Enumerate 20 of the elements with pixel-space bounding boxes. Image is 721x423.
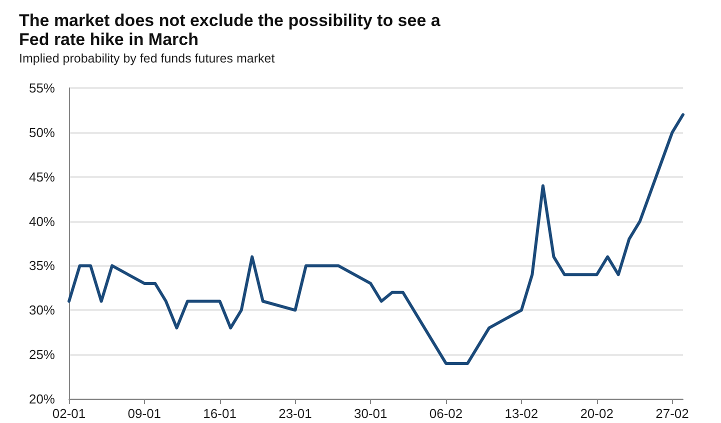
y-tick-label: 25%: [28, 347, 56, 362]
y-tick-label: 20%: [28, 392, 56, 406]
x-tick-label: 30-01: [354, 406, 388, 421]
chart-subtitle: Implied probability by fed funds futures market: [19, 52, 276, 66]
x-tick-label: 23-01: [278, 406, 312, 421]
y-tick-label: 30%: [28, 302, 56, 318]
y-tick-label: 55%: [28, 80, 56, 96]
x-tick-label: 20-02: [580, 406, 614, 421]
x-tick-label: 06-02: [429, 406, 463, 421]
y-tick-label: 45%: [28, 169, 56, 184]
y-tick-label: 35%: [28, 258, 56, 274]
x-tick-label: 13-02: [504, 406, 538, 421]
x-tick-label: 09-01: [128, 406, 162, 421]
line-series: [68, 113, 684, 365]
x-tick-label: 16-01: [203, 406, 236, 421]
y-tick-label: 50%: [28, 124, 56, 140]
y-tick-label: 40%: [28, 214, 56, 229]
chart-title: The market does not exclude the possibility to see a Fed rate hike in March: [19, 11, 446, 49]
x-tick-label: 27-02: [656, 406, 689, 421]
x-tick-label: 02-01: [52, 406, 86, 421]
